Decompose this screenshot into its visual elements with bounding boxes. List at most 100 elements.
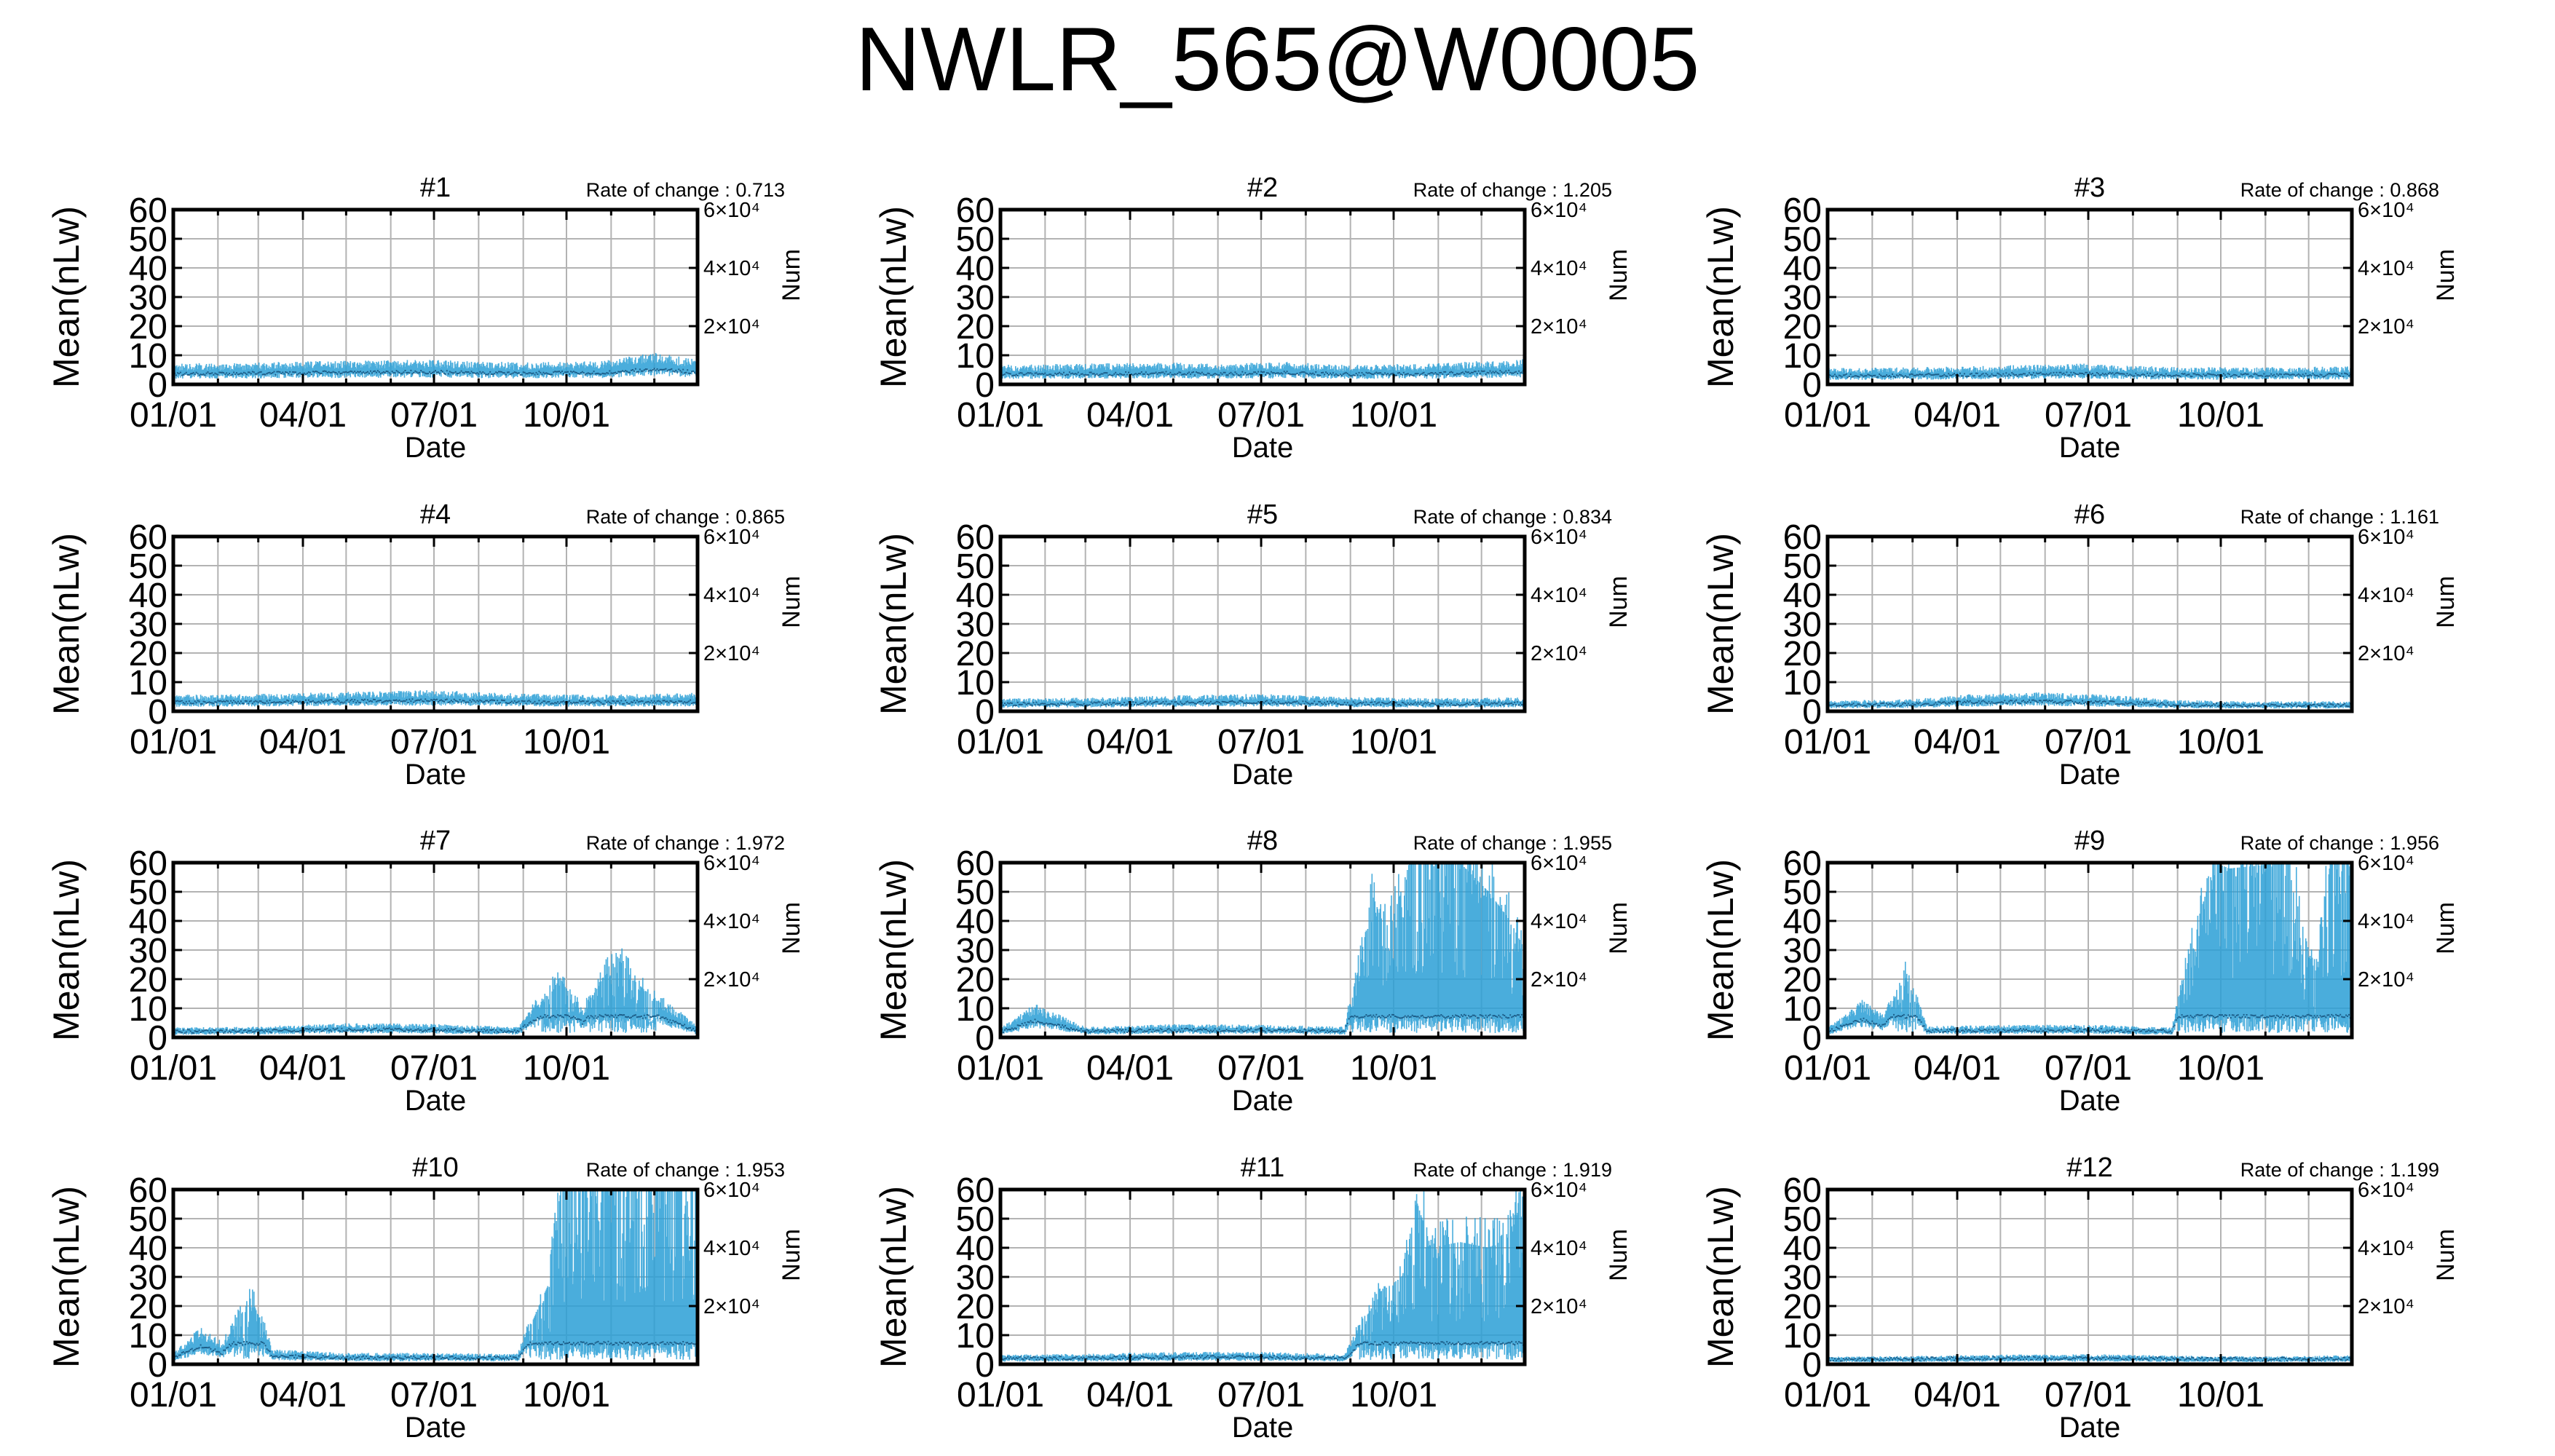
x-tick-label: 01/01 [1784,1049,1871,1088]
x-axis-label: Date [2059,1085,2121,1117]
y-tick-label: 40 [1783,250,1822,288]
x-axis-label: Date [405,759,467,791]
y-tick-label: 40 [129,577,167,615]
y-tick-label: 20 [129,1288,167,1326]
data-series-1 [173,948,698,1035]
y-tick-label: 50 [129,221,167,259]
x-tick-label: 10/01 [523,723,610,761]
panel-title: #10 [412,1152,458,1183]
y-tick-label: 50 [129,874,167,912]
x-tick-label: 10/01 [1350,396,1437,435]
y2-axis-label: Num [1605,249,1632,301]
data-series-1 [173,352,698,379]
y-tick-label: 60 [1783,844,1822,883]
y-tick-label: 50 [129,547,167,586]
y2-tick-label: 6×10⁴ [703,199,760,222]
y-tick-label: 40 [129,250,167,288]
x-axis-label: Date [405,1085,467,1117]
y-tick-label: 30 [956,932,995,970]
x-axis-label: Date [1232,759,1294,791]
x-tick-label: 10/01 [2177,396,2264,435]
y-axis-label: Mean(nLw) [46,1186,87,1368]
y-tick-label: 40 [129,1230,167,1268]
rate-of-change-label: Rate of change : 1.919 [1413,1159,1612,1181]
y-tick-label: 20 [956,308,995,347]
y-tick-label: 60 [1783,518,1822,557]
y-tick-label: 60 [129,1171,167,1210]
y-axis-label: Mean(nLw) [1700,1186,1741,1368]
y-tick-label: 10 [956,337,995,376]
x-tick-label: 07/01 [2045,1376,2132,1415]
y2-tick-label: 4×10⁴ [1531,584,1587,607]
y-tick-label: 10 [129,1317,167,1356]
y2-tick-label: 4×10⁴ [703,257,760,280]
x-tick-label: 04/01 [1914,723,2001,761]
x-axis-label: Date [1232,1412,1294,1444]
y2-tick-label: 2×10⁴ [2358,1295,2414,1318]
panel-title: #3 [2074,173,2105,203]
y-tick-label: 10 [1783,664,1822,703]
y2-axis-label: Num [778,902,805,954]
y2-tick-label: 4×10⁴ [703,910,760,933]
y-tick-label: 0 [975,366,995,405]
y-tick-label: 0 [148,1346,167,1385]
x-tick-label: 01/01 [130,396,217,435]
y-tick-label: 0 [1802,366,1822,405]
y2-tick-label: 4×10⁴ [1531,1237,1587,1260]
y2-tick-label: 6×10⁴ [1531,1179,1587,1202]
x-tick-label: 04/01 [1086,723,1174,761]
y-tick-label: 20 [1783,961,1822,1000]
x-tick-label: 10/01 [523,1049,610,1088]
rate-of-change-label: Rate of change : 1.955 [1413,832,1612,854]
rate-of-change-label: Rate of change : 0.865 [586,506,785,528]
y2-tick-label: 6×10⁴ [2358,1179,2414,1202]
y-tick-label: 0 [148,693,167,732]
panel-title: #7 [420,826,451,856]
y2-tick-label: 4×10⁴ [1531,910,1587,933]
rate-of-change-label: Rate of change : 1.953 [586,1159,785,1181]
y2-tick-label: 2×10⁴ [2358,315,2414,339]
y-tick-label: 10 [129,990,167,1029]
y-tick-label: 60 [129,518,167,557]
y-tick-label: 60 [129,191,167,230]
y2-axis-label: Num [1605,576,1632,628]
y2-tick-label: 2×10⁴ [2358,968,2414,992]
y-tick-label: 30 [956,606,995,644]
y-tick-label: 0 [1802,1019,1822,1058]
y2-axis-label: Num [2432,576,2460,628]
x-tick-label: 10/01 [523,1376,610,1415]
y-tick-label: 50 [1783,1200,1822,1239]
y-tick-label: 60 [956,518,995,557]
y2-tick-label: 4×10⁴ [2358,257,2414,280]
panel-title: #2 [1247,173,1278,203]
data-series-1 [173,690,698,707]
y2-tick-label: 2×10⁴ [1531,315,1587,339]
y2-tick-label: 2×10⁴ [703,1295,760,1318]
panel-title: #6 [2074,499,2105,530]
x-tick-label: 10/01 [2177,1376,2264,1415]
y2-tick-label: 6×10⁴ [2358,852,2414,875]
y-tick-label: 50 [956,547,995,586]
x-axis-label: Date [1232,1085,1294,1117]
y2-tick-label: 2×10⁴ [703,968,760,992]
panel-title: #8 [1247,826,1278,856]
x-tick-label: 07/01 [1217,396,1305,435]
y-axis-label: Mean(nLw) [1700,859,1741,1041]
x-axis-label: Date [2059,759,2121,791]
y-tick-label: 20 [129,635,167,673]
y2-axis-label: Num [1605,902,1632,954]
y-axis-label: Mean(nLw) [46,533,87,715]
y-tick-label: 40 [1783,903,1822,941]
rate-of-change-label: Rate of change : 1.161 [2240,506,2439,528]
y-tick-label: 30 [129,606,167,644]
y2-tick-label: 2×10⁴ [703,315,760,339]
x-tick-label: 01/01 [957,723,1044,761]
x-tick-label: 07/01 [390,396,478,435]
y2-tick-label: 2×10⁴ [2358,642,2414,665]
x-tick-label: 01/01 [1784,723,1871,761]
